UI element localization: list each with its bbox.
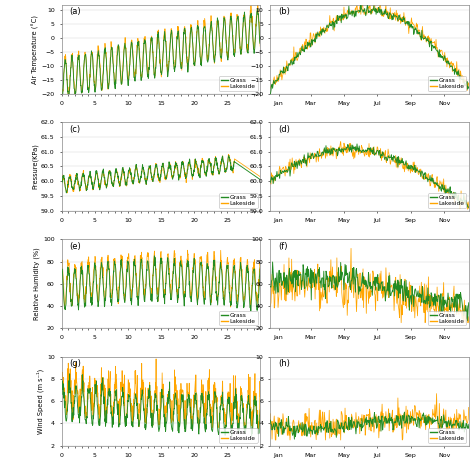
- Text: (e): (e): [70, 242, 82, 251]
- Text: (h): (h): [278, 359, 290, 368]
- Y-axis label: Pressure(KPa): Pressure(KPa): [32, 144, 38, 190]
- Legend: Grass, Lakeside: Grass, Lakeside: [219, 76, 257, 91]
- Text: (d): (d): [278, 125, 290, 134]
- Legend: Grass, Lakeside: Grass, Lakeside: [219, 311, 257, 325]
- Y-axis label: Wind Speed (m s⁻¹): Wind Speed (m s⁻¹): [36, 368, 44, 434]
- Text: (b): (b): [278, 8, 290, 17]
- Text: (g): (g): [70, 359, 82, 368]
- Legend: Grass, Lakeside: Grass, Lakeside: [428, 428, 466, 443]
- Legend: Grass, Lakeside: Grass, Lakeside: [428, 76, 466, 91]
- Legend: Grass, Lakeside: Grass, Lakeside: [428, 193, 466, 208]
- Legend: Grass, Lakeside: Grass, Lakeside: [219, 428, 257, 443]
- Text: (f): (f): [278, 242, 288, 251]
- Legend: Grass, Lakeside: Grass, Lakeside: [219, 193, 257, 208]
- Text: (a): (a): [70, 8, 81, 17]
- Y-axis label: Relative Humidity (%): Relative Humidity (%): [34, 247, 40, 320]
- Y-axis label: Air Temperature (°C): Air Temperature (°C): [32, 15, 39, 84]
- Legend: Grass, Lakeside: Grass, Lakeside: [428, 311, 466, 325]
- Text: (c): (c): [70, 125, 81, 134]
